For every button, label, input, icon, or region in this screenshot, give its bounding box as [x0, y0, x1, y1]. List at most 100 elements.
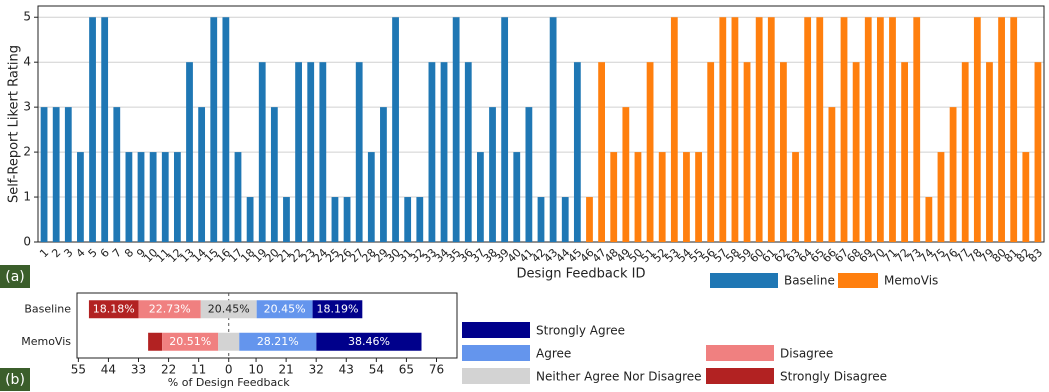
bar: [876, 17, 884, 242]
bar: [367, 152, 375, 242]
legend-swatch: [462, 322, 530, 338]
value-label: 28.21%: [257, 335, 299, 348]
legend-label: Agree: [536, 347, 571, 361]
bar: [307, 62, 315, 242]
bar: [440, 62, 448, 242]
bar: [428, 62, 436, 242]
x-tick-label: 6: [98, 246, 112, 260]
bar: [149, 152, 157, 242]
bar: [392, 17, 399, 242]
value-label: 38.46%: [348, 335, 390, 348]
value-label: 20.45%: [264, 302, 306, 315]
x-tick-label: 32: [309, 363, 324, 377]
x-tick-label: 8: [122, 246, 136, 260]
bar: [283, 197, 290, 242]
bar-segment: [162, 332, 219, 351]
bar-segment: [316, 332, 422, 351]
panel-label: (b): [5, 372, 25, 388]
value-label: 20.45%: [208, 302, 250, 315]
y-tick-label: 3: [23, 100, 31, 114]
y-tick-label: 2: [23, 145, 31, 159]
legend-label: Strongly Disagree: [780, 370, 887, 384]
bar: [452, 17, 460, 242]
bar: [658, 152, 666, 242]
bar: [743, 62, 751, 242]
x-tick-label: 83: [1026, 246, 1045, 265]
bar: [913, 17, 921, 242]
bar: [343, 197, 351, 242]
bar-segment: [312, 300, 363, 319]
panel-label-bg: [0, 265, 30, 288]
bar: [973, 17, 981, 242]
value-label: 22.73%: [149, 302, 191, 315]
bar-segment: [218, 332, 240, 351]
bar: [40, 107, 48, 243]
bar: [961, 62, 969, 242]
x-tick-label: 2: [49, 246, 63, 260]
bar: [889, 17, 896, 242]
legend-label: MemoVis: [884, 274, 938, 288]
bar: [113, 107, 121, 243]
bar: [840, 17, 848, 242]
x-tick-label: 44: [101, 363, 116, 377]
bar: [852, 62, 860, 242]
bar: [998, 17, 1005, 242]
bar: [186, 62, 193, 242]
bar-segment: [200, 300, 257, 319]
bar: [404, 197, 412, 242]
bar: [137, 152, 145, 242]
bar: [634, 152, 642, 242]
bar: [125, 152, 133, 242]
bar: [683, 152, 690, 242]
bar: [477, 152, 484, 242]
bar: [901, 62, 909, 242]
bar: [573, 62, 581, 242]
bar: [52, 107, 60, 243]
bar: [416, 197, 424, 242]
panel-label: (a): [5, 269, 25, 285]
legend-label: Baseline: [784, 274, 835, 288]
value-label: 18.19%: [316, 302, 358, 315]
value-label: 20.51%: [169, 335, 211, 348]
legend-swatch: [706, 345, 774, 361]
bar: [89, 17, 96, 242]
bar: [707, 62, 715, 242]
bar-segment: [239, 332, 317, 351]
bar: [937, 152, 945, 242]
bar: [719, 17, 727, 242]
y-tick-label: 5: [23, 10, 31, 24]
bar: [222, 17, 230, 242]
bar: [561, 197, 569, 242]
bar-segment: [148, 332, 163, 351]
x-tick-label: 33: [131, 363, 146, 377]
legend-swatch: [838, 273, 878, 288]
bar-segment: [138, 300, 201, 319]
bar: [670, 17, 678, 242]
y-axis-label: Self-Report Likert Rating: [7, 45, 22, 203]
bar: [755, 17, 763, 242]
bar: [610, 152, 618, 242]
x-tick-label: 7: [110, 246, 124, 260]
bar: [767, 17, 775, 242]
x-tick-label: 4: [74, 246, 88, 260]
bar: [319, 62, 327, 242]
x-axis-label: % of Design Feedback: [168, 376, 291, 389]
bar: [234, 152, 242, 242]
legend-swatch: [706, 368, 774, 384]
plot-frame: [76, 292, 458, 359]
bar: [828, 107, 836, 243]
bar: [101, 17, 109, 242]
y-tick-label: Baseline: [24, 302, 71, 315]
legend-swatch: [462, 345, 530, 361]
legend-label: Disagree: [780, 347, 833, 361]
bar: [77, 152, 84, 242]
bar: [537, 197, 545, 242]
bar: [246, 197, 254, 242]
x-tick-label: 65: [399, 363, 414, 377]
bar: [780, 62, 787, 242]
x-tick-label: 55: [71, 363, 86, 377]
y-tick-label: 4: [23, 55, 31, 69]
bar: [210, 17, 218, 242]
legend-label: Neither Agree Nor Disagree: [536, 370, 702, 384]
